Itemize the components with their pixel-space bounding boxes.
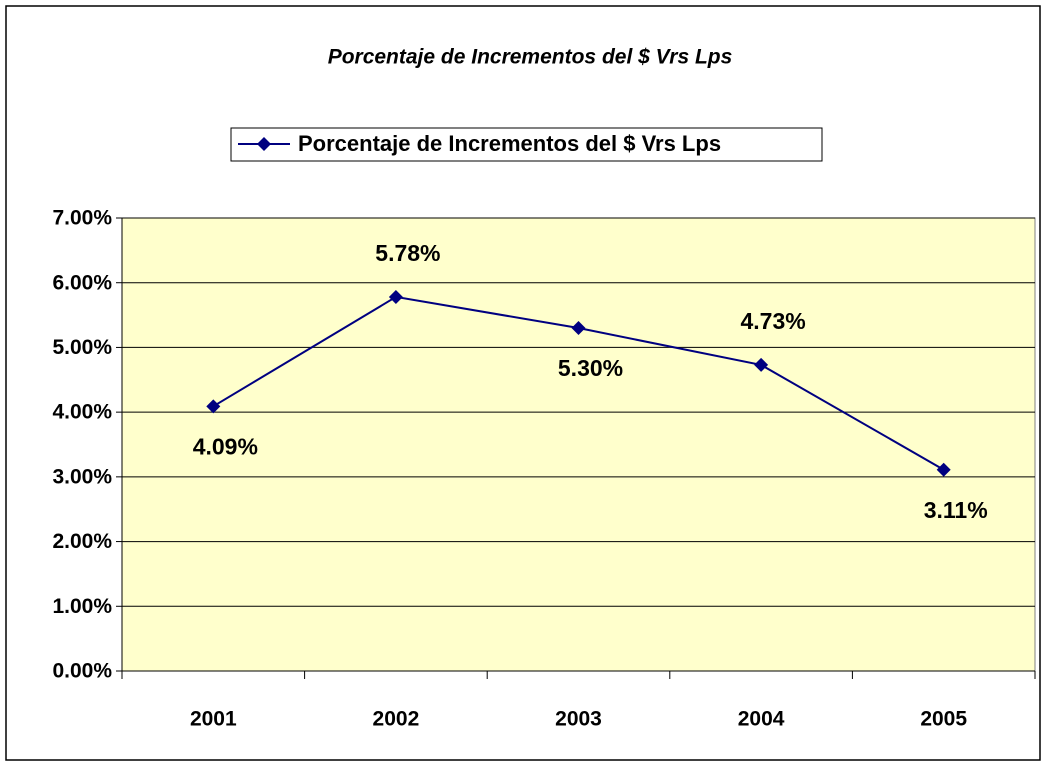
data-point [388, 289, 403, 304]
data-label: 3.11% [924, 497, 988, 523]
plot-area [121, 217, 1036, 672]
y-tick-label: 5.00% [52, 336, 112, 359]
y-tick-label: 7.00% [52, 207, 112, 230]
y-tick-label: 2.00% [52, 530, 112, 553]
data-label: 4.09% [193, 433, 258, 459]
y-tick-label: 6.00% [52, 271, 112, 294]
data-label: 5.78% [375, 240, 440, 266]
x-tick-label: 2002 [373, 708, 420, 731]
legend-label: Porcentaje de Incrementos del $ Vrs Lps [298, 131, 721, 156]
data-point [754, 357, 769, 372]
x-tick-label: 2003 [555, 708, 602, 731]
data-label: 5.30% [558, 355, 623, 381]
data-point [206, 399, 221, 414]
x-tick-label: 2004 [738, 708, 785, 731]
legend-box [230, 127, 823, 162]
y-tick-label: 4.00% [52, 401, 112, 424]
x-tick-label: 2001 [190, 708, 237, 731]
legend: Porcentaje de Incrementos del $ Vrs Lps [230, 127, 823, 162]
data-label: 4.73% [740, 308, 805, 334]
y-tick-label: 3.00% [52, 465, 112, 488]
data-point [571, 321, 586, 336]
y-tick-label: 1.00% [52, 595, 112, 618]
y-tick-label: 0.00% [52, 660, 112, 683]
data-point [936, 462, 951, 477]
legend-marker [257, 137, 271, 151]
chart-title: Porcentaje de Incrementos del $ Vrs Lps [328, 46, 733, 69]
x-tick-label: 2005 [920, 708, 967, 731]
